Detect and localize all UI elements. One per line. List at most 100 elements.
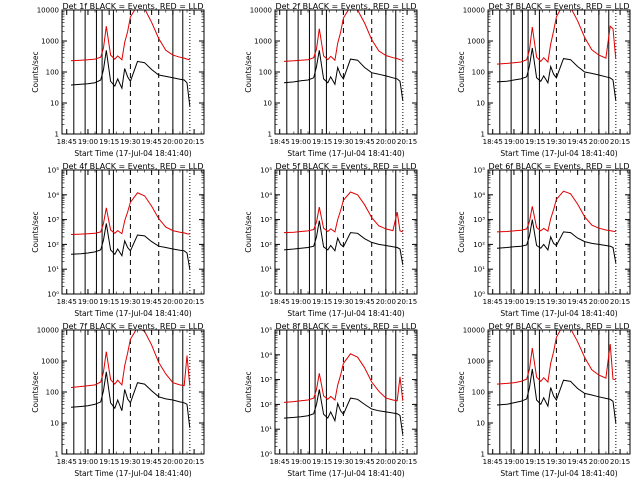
x-tick-label: 19:45 (142, 458, 162, 466)
y-tick-label: 100 (472, 389, 485, 397)
panel-title: Det 5f BLACK = Events, RED = LLD (275, 162, 416, 171)
y-tick-label: 10⁴ (260, 191, 272, 199)
y-tick-label: 1 (55, 451, 59, 459)
panel-4: Det 4f BLACK = Events, RED = LLD Start Ti… (31, 162, 205, 318)
x-tick-label: 19:15 (312, 298, 332, 306)
x-tick-label: 20:15 (610, 138, 630, 146)
y-tick-label: 100 (472, 69, 485, 77)
x-tick-label: 19:30 (120, 298, 140, 306)
y-tick-label: 10¹ (473, 266, 485, 274)
x-axis-label: Start Time (17-Jul-04 18:41:40) (287, 149, 404, 158)
y-tick-label: 10³ (260, 216, 272, 224)
y-tick-label: 10³ (473, 216, 485, 224)
y-tick-label: 10⁵ (260, 167, 272, 175)
y-tick-label: 1 (481, 451, 485, 459)
plot-area (70, 170, 191, 294)
y-tick-label: 10000 (463, 327, 485, 335)
panel-2: Det 2f BLACK = Events, RED = LLD Start Ti… (244, 2, 418, 158)
y-tick-label: 1000 (467, 358, 485, 366)
x-tick-label: 18:45 (483, 298, 503, 306)
plot-frame (487, 169, 631, 295)
x-tick-label: 20:15 (397, 138, 417, 146)
x-tick-label: 20:15 (610, 298, 630, 306)
y-tick-label: 10² (260, 241, 272, 249)
plot-area (70, 10, 191, 134)
panel-title: Det 8f BLACK = Events, RED = LLD (275, 322, 416, 331)
x-tick-label: 19:45 (355, 298, 375, 306)
y-axis-label: Counts/sec (31, 51, 40, 92)
x-tick-label: 20:15 (610, 458, 630, 466)
panel-title: Det 4f BLACK = Events, RED = LLD (62, 162, 203, 171)
x-tick-label: 19:00 (504, 298, 524, 306)
lld-series-line (496, 190, 616, 233)
plot-frame (61, 169, 205, 295)
plot-area (283, 330, 404, 454)
x-tick-label: 19:00 (504, 138, 524, 146)
x-axis-label: Start Time (17-Jul-04 18:41:40) (74, 469, 191, 478)
x-tick-label: 20:00 (163, 138, 183, 146)
x-tick-label: 19:45 (568, 298, 588, 306)
panel-8: Det 8f BLACK = Events, RED = LLD Start Ti… (244, 322, 418, 478)
x-tick-label: 20:15 (184, 298, 204, 306)
x-tick-label: 20:00 (163, 298, 183, 306)
panel-7: Det 7f BLACK = Events, RED = LLD Start Ti… (31, 322, 205, 478)
y-axis-label: Counts/sec (457, 211, 466, 252)
y-tick-label: 10¹ (47, 266, 59, 274)
x-axis-label: Start Time (17-Jul-04 18:41:40) (287, 469, 404, 478)
y-tick-label: 1 (481, 131, 485, 139)
x-tick-label: 19:00 (78, 458, 98, 466)
x-tick-label: 19:30 (333, 138, 353, 146)
y-tick-label: 10000 (37, 7, 59, 15)
x-tick-label: 20:00 (376, 138, 396, 146)
x-tick-label: 19:30 (546, 298, 566, 306)
y-tick-label: 10² (473, 241, 485, 249)
plot-area (283, 10, 404, 134)
x-tick-label: 19:45 (355, 138, 375, 146)
lld-series-line (283, 191, 403, 234)
x-tick-label: 20:15 (397, 458, 417, 466)
plot-area (496, 170, 617, 294)
y-tick-label: 1000 (41, 38, 59, 46)
x-tick-label: 19:00 (291, 458, 311, 466)
panel-title: Det 2f BLACK = Events, RED = LLD (275, 2, 416, 11)
y-tick-label: 1000 (41, 358, 59, 366)
y-axis-label: Counts/sec (31, 211, 40, 252)
y-axis-label: Counts/sec (457, 51, 466, 92)
lld-series-line (70, 330, 191, 388)
x-tick-label: 19:15 (99, 458, 119, 466)
x-tick-label: 19:15 (525, 138, 545, 146)
x-axis-label: Start Time (17-Jul-04 18:41:40) (500, 469, 617, 478)
y-tick-label: 10⁵ (473, 167, 485, 175)
x-tick-label: 20:15 (184, 138, 204, 146)
y-tick-label: 10 (476, 100, 485, 108)
y-tick-label: 10⁰ (260, 291, 272, 299)
y-tick-label: 100 (46, 69, 59, 77)
plot-frame (274, 329, 418, 455)
x-axis-label: Start Time (17-Jul-04 18:41:40) (500, 149, 617, 158)
plot-area (283, 170, 404, 294)
lld-series-line (70, 10, 190, 62)
x-tick-label: 19:15 (525, 298, 545, 306)
y-tick-label: 10000 (250, 7, 272, 15)
x-tick-label: 19:15 (99, 138, 119, 146)
y-tick-label: 10³ (260, 376, 272, 384)
x-tick-label: 18:45 (270, 138, 290, 146)
y-axis-label: Counts/sec (244, 371, 253, 412)
x-tick-label: 19:30 (333, 458, 353, 466)
events-series-line (496, 47, 617, 101)
panel-1: Det 1f BLACK = Events, RED = LLD Start Ti… (31, 2, 205, 158)
y-axis-label: Counts/sec (244, 211, 253, 252)
y-tick-label: 10² (260, 401, 272, 409)
x-tick-label: 20:00 (589, 458, 609, 466)
lld-series-line (283, 353, 404, 403)
y-tick-label: 10⁰ (473, 291, 485, 299)
y-tick-label: 1 (268, 131, 272, 139)
y-axis-label: Counts/sec (31, 371, 40, 412)
x-tick-label: 19:30 (333, 298, 353, 306)
panel-title: Det 7f BLACK = Events, RED = LLD (62, 322, 203, 331)
x-tick-label: 19:30 (120, 458, 140, 466)
y-tick-label: 100 (46, 389, 59, 397)
x-tick-label: 18:45 (57, 458, 77, 466)
lld-series-line (496, 330, 616, 385)
